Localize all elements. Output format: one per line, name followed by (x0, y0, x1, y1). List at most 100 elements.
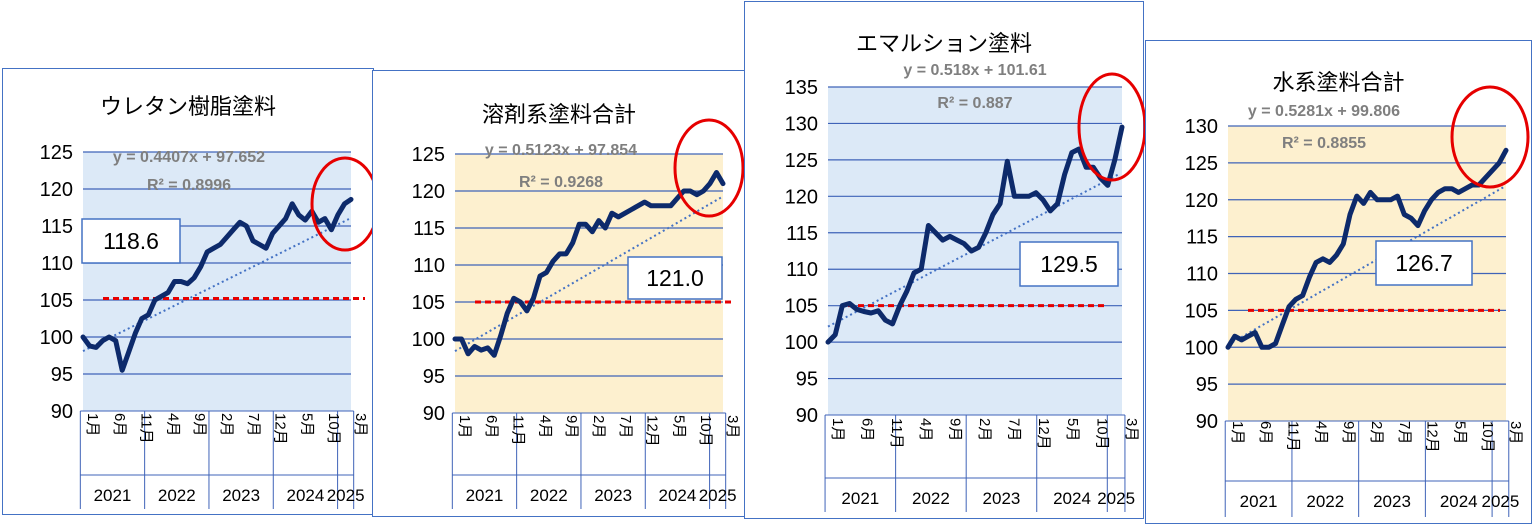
x-tick-label: 2月 (590, 415, 607, 438)
y-tick-label: 105 (1185, 300, 1218, 322)
y-tick-label: 90 (1196, 411, 1218, 433)
year-label: 2024 (1440, 492, 1478, 511)
x-tick-label: 12月 (272, 413, 289, 445)
x-tick-label: 3月 (352, 413, 369, 436)
trend-equation: y = 0.5123x + 97.854 (485, 142, 637, 159)
chart-panel-waterborne: 水系塗料合計 90 95 100 105 110 115 120 125 130 y = 0.52… (1145, 40, 1532, 524)
y-tick-label: 105 (40, 290, 73, 312)
callout-value: 126.7 (1395, 250, 1453, 276)
trend-r2: R² = 0.9268 (519, 174, 603, 191)
chart-panel-urethane: ウレタン樹脂塗料 90 95 100 105 110 115 120 125 y = 0.440… (2, 68, 375, 515)
chart-title: 水系塗料合計 (1272, 71, 1405, 96)
y-tick-label: 90 (796, 405, 818, 427)
y-tick-label: 95 (51, 364, 73, 386)
callout-box (627, 256, 723, 300)
callout-box (81, 218, 181, 264)
y-tick-label: 110 (1186, 264, 1218, 286)
x-tick-label: 12月 (1424, 421, 1441, 453)
y-tick-label: 125 (1185, 153, 1218, 175)
x-tick-label: 4月 (164, 413, 181, 436)
y-tick-label: 95 (1196, 374, 1218, 396)
y-tick-label: 115 (413, 218, 445, 240)
x-tick-label: 6月 (111, 413, 128, 436)
x-tick-label: 10月 (325, 413, 342, 445)
x-tick-label: 7月 (617, 415, 634, 438)
highlight-circle (1077, 72, 1145, 182)
highlight-circle (1450, 85, 1530, 189)
series-line (825, 124, 1125, 345)
x-tick-label: 3月 (724, 415, 741, 438)
chart-svg: 90 95 100 105 110 115 120 125 130 y = 0.5281x + 9… (1185, 85, 1530, 517)
x-tick-label: 5月 (1064, 418, 1081, 441)
x-tick-label: 3月 (1123, 418, 1140, 441)
x-tick-label: 7月 (245, 413, 262, 436)
year-label: 2021 (1240, 492, 1278, 511)
y-tick-label: 120 (1185, 190, 1218, 212)
year-label: 2021 (841, 489, 879, 508)
x-tick-label: 11月 (138, 413, 155, 444)
year-label: 2022 (1306, 492, 1344, 511)
callout-value: 121.0 (646, 265, 704, 291)
x-tick-label: 1月 (84, 413, 101, 436)
y-tick-label: 95 (423, 366, 445, 388)
year-label: 2024 (287, 486, 325, 505)
x-tick-label: 9月 (947, 418, 964, 441)
y-tick-label: 100 (412, 329, 445, 351)
x-tick-label: 6月 (483, 415, 500, 438)
x-tick-label: 7月 (1396, 421, 1413, 444)
y-tick-label: 105 (785, 296, 818, 318)
trend-r2: R² = 0.8996 (147, 177, 231, 194)
y-tick-label: 90 (423, 403, 445, 425)
x-tick-label: 2月 (1368, 421, 1385, 444)
y-tick-label: 110 (41, 253, 73, 275)
highlight-circle (673, 118, 745, 218)
y-tick-label: 135 (785, 77, 818, 99)
x-tick-label: 12月 (1035, 418, 1052, 450)
trend-equation: y = 0.4407x + 97.652 (113, 149, 265, 166)
year-label: 2022 (530, 486, 568, 505)
x-tick-label: 1月 (829, 418, 846, 441)
x-tick-label: 10月 (1479, 421, 1496, 453)
x-tick-label: 6月 (1257, 421, 1274, 444)
x-tick-label: 1月 (456, 415, 473, 438)
y-tick-label: 110 (413, 255, 445, 277)
y-tick-label: 105 (412, 292, 445, 314)
series-line (80, 196, 354, 373)
y-tick-label: 120 (40, 179, 73, 201)
y-tick-label: 90 (51, 401, 73, 423)
x-tick-label: 9月 (563, 415, 580, 438)
x-tick-label: 12月 (644, 415, 661, 447)
callout-box (1019, 241, 1119, 287)
y-tick-label: 115 (786, 223, 818, 245)
y-tick-label: 120 (412, 181, 445, 203)
x-tick-label: 9月 (1340, 421, 1357, 444)
callout-value: 129.5 (1040, 251, 1098, 277)
x-tick-label: 11月 (510, 415, 527, 446)
y-tick-label: 110 (786, 259, 818, 281)
series-line (452, 170, 726, 358)
y-tick-label: 115 (41, 216, 73, 238)
x-tick-label: 7月 (1005, 418, 1022, 441)
year-label: 2025 (1482, 492, 1520, 511)
y-tick-label: 125 (785, 150, 818, 172)
y-tick-label: 95 (796, 369, 818, 391)
x-tick-label: 10月 (1094, 418, 1111, 450)
year-label: 2024 (659, 486, 697, 505)
chart-title: エマルション塗料 (855, 32, 1032, 57)
x-tick-label: 4月 (536, 415, 553, 438)
year-label: 2022 (912, 489, 950, 508)
trend-equation: y = 0.5281x + 99.806 (1248, 103, 1400, 120)
trend-line (454, 196, 722, 352)
y-tick-label: 100 (785, 332, 818, 354)
x-tick-label: 1月 (1229, 421, 1246, 444)
series-line (1225, 147, 1509, 350)
year-label: 2023 (1373, 492, 1411, 511)
chart-title: 溶剤系塗料合計 (481, 103, 636, 128)
y-tick-label: 125 (40, 142, 73, 164)
x-tick-label: 4月 (1312, 421, 1329, 444)
x-tick-label: 11月 (888, 418, 905, 449)
chart-svg: 90 95 100 105 110 115 120 125 y = 0.5123x + 97.8… (412, 118, 745, 509)
year-label: 2022 (158, 486, 196, 505)
y-tick-label: 100 (1185, 337, 1218, 359)
y-tick-label: 130 (1185, 116, 1218, 138)
